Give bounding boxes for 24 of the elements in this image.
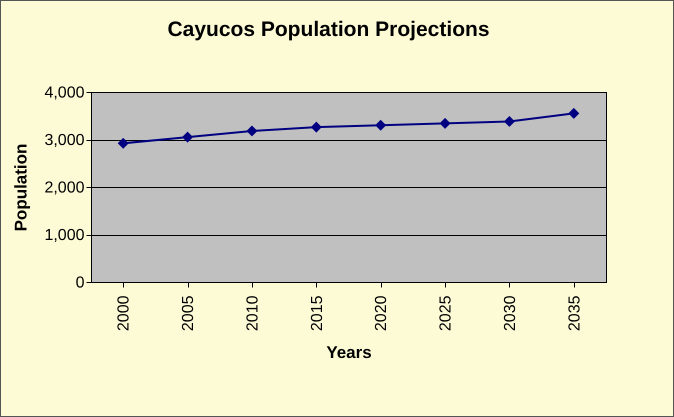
point (182, 132, 194, 143)
chart-title: Cayucos Population Projections (167, 18, 490, 41)
x-tick-label: 2020 (373, 295, 390, 332)
x-tick-label: 2035 (566, 295, 584, 332)
x-tick-label: 2015 (308, 295, 326, 332)
y-tick-label: 0 (76, 274, 85, 292)
point (440, 118, 451, 129)
x-tick-label: 2025 (438, 295, 455, 332)
point (568, 108, 580, 119)
x-tick-label: 2005 (180, 295, 198, 332)
point (310, 122, 322, 133)
x-axis-title: Years (326, 343, 372, 362)
point (375, 120, 386, 131)
y-tick-label: 3,000 (44, 132, 85, 149)
y-tick-label: 2,000 (44, 180, 85, 196)
y-axis-title: Population (11, 144, 30, 232)
x-tick-label: 2010 (244, 295, 262, 332)
x-tick-label: 2000 (116, 295, 133, 332)
x-tick-label: 2030 (502, 295, 519, 332)
point (246, 125, 258, 136)
y-tick-label: 1,000 (44, 227, 85, 244)
y-tick-label: 4,000 (44, 84, 85, 102)
point (118, 138, 129, 149)
point (504, 116, 515, 127)
